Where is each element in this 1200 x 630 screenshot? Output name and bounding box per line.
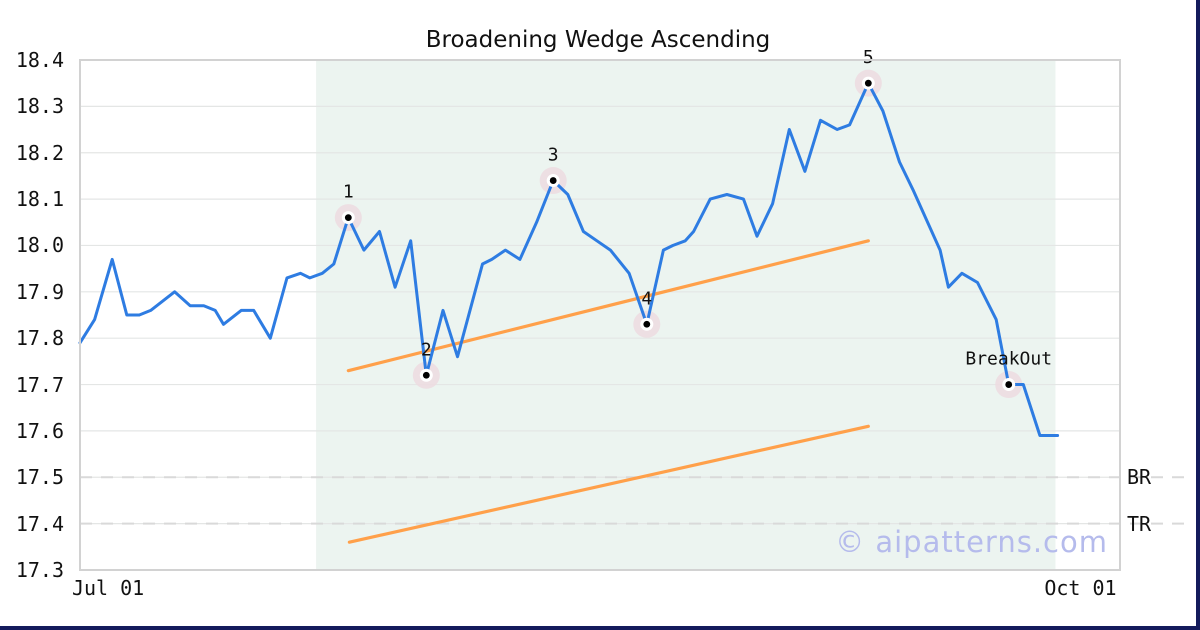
level-label-br: BR	[1127, 465, 1152, 490]
y-tick-label: 18.0	[15, 233, 64, 258]
y-tick-label: 17.4	[15, 511, 64, 536]
level-label-tr: TR	[1127, 511, 1152, 536]
price-line	[78, 81, 1060, 437]
marker-label-breakout: BreakOut	[965, 349, 1052, 370]
y-tick-label: 17.3	[15, 558, 64, 582]
y-tick-label: 17.9	[15, 279, 64, 304]
marker-dot-3	[549, 177, 557, 184]
watermark-text: © aipatterns.com	[835, 525, 1108, 559]
marker-label-2: 2	[421, 339, 432, 360]
marker-dot-4	[643, 320, 651, 328]
y-tick-label: 18.4	[15, 48, 64, 72]
marker-label-3: 3	[548, 145, 559, 166]
y-tick-label: 17.7	[15, 372, 64, 397]
pattern-band	[316, 60, 1056, 570]
x-tick-label: Jul 01	[71, 576, 145, 600]
upper-trendline	[346, 239, 870, 373]
marker-dot-1	[344, 214, 352, 222]
y-tick-label: 18.3	[15, 94, 64, 119]
y-tick-label: 17.5	[15, 465, 64, 490]
y-tick-label: 17.6	[15, 418, 64, 443]
y-tick-label: 17.8	[15, 326, 64, 351]
marker-label-4: 4	[641, 288, 652, 309]
marker-label-5: 5	[863, 47, 874, 68]
marker-dot-5	[864, 79, 872, 87]
y-tick-label: 18.2	[15, 140, 64, 165]
marker-dot-2	[422, 371, 430, 379]
y-tick-label: 18.1	[15, 187, 64, 212]
marker-dot-breakout	[1005, 381, 1013, 388]
lower-trendline	[347, 424, 870, 544]
marker-label-1: 1	[343, 182, 354, 203]
chart-title: Broadening Wedge Ascending	[425, 27, 771, 53]
plot-border	[79, 59, 1121, 571]
x-tick-label: Oct 01	[1044, 576, 1117, 600]
